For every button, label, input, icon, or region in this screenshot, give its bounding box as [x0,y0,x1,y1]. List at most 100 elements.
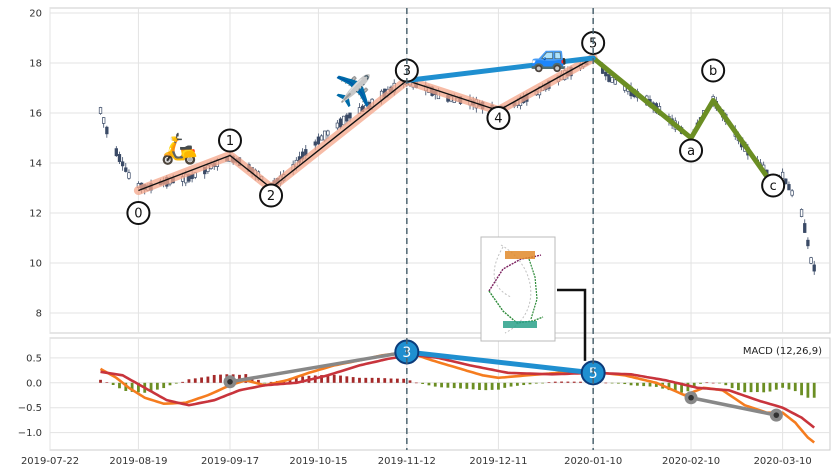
histogram-bar-negative [130,382,134,392]
histogram-bar-negative [781,382,785,388]
histogram-bar-negative [528,382,532,385]
histogram-bar-positive [351,377,355,383]
histogram-bar-negative [137,382,140,393]
wave-label-c: c [770,179,777,194]
histogram-bar-negative [623,382,627,385]
price-y-tick-label: 18 [29,59,42,70]
price-y-tick-label: 20 [29,9,42,20]
wave-label-b: b [709,64,717,79]
histogram-bar-positive [219,374,222,383]
wave-labels: 012345abc [126,31,786,225]
candle-down [787,184,791,191]
inset-wave-mid [528,258,538,320]
histogram-bar-negative [800,382,803,396]
histogram-bar-negative [648,382,652,387]
airplane-icon: ✈️ [334,72,371,109]
histogram-bar-positive [705,382,709,384]
candle-up [335,122,340,129]
candle-down [117,154,122,162]
corrective-wave-line [590,55,776,188]
histogram-bar-negative [743,382,747,393]
divergence-line [228,350,409,384]
candle-down [607,74,611,82]
inset-marker-top [505,251,535,259]
histogram-bar-negative [497,382,500,390]
price-y-tick-label: 8 [36,309,42,320]
macd-y-tick-label: 0.5 [26,353,42,364]
candle-up [799,209,804,217]
x-tick-label: 2019-11-12 [378,456,436,467]
macd-legend-label: MACD (12,26,9) [743,346,822,357]
macd-line [99,350,816,444]
histogram-bar-positive [294,377,298,383]
candle-up [127,172,131,179]
histogram-bar-negative [617,382,620,384]
histogram-bar-negative [452,382,456,389]
wave-label-circle [679,138,704,163]
impulse-wave-line [138,57,594,192]
inset-guide-inner [493,246,512,298]
histogram-bar-negative [515,382,519,386]
histogram-bar-positive [193,378,197,383]
histogram-bar-positive [370,377,374,383]
histogram-bar-negative [718,382,721,384]
wave-label-1: 1 [226,134,234,149]
price-y-tick-label: 12 [29,209,42,220]
histogram-bar-positive [345,376,349,383]
histogram-bar-negative [509,382,513,387]
histogram-bar-negative [118,382,121,389]
histogram-bar-positive [579,381,582,383]
wave-label-circle [126,201,151,225]
pattern-thumbnail-inset [480,236,587,361]
histogram-bar-positive [553,381,557,383]
histogram-bar-negative [433,382,437,387]
candle-down [812,264,816,272]
candle-up [98,107,103,114]
histogram-bar-positive [301,376,305,383]
histogram-bar-positive [332,374,336,383]
histogram-bar-positive [288,378,292,383]
divergence-line [404,349,596,376]
histogram-bar-negative [774,382,778,390]
histogram-bar-positive [206,376,210,383]
histogram-bar-positive [326,374,330,383]
histogram-bar-negative [478,382,481,390]
histogram-bar-negative [421,382,425,384]
candle-up [790,190,794,196]
car-icon: 🚙 [530,39,567,74]
histogram-bar-negative [503,382,507,388]
histogram-bar-negative [692,382,696,388]
histogram-bar-positive [200,377,203,383]
histogram-bar-positive [604,382,608,384]
histogram-bar-negative [471,382,475,390]
wave-label-a: a [687,144,695,159]
histogram-bar-negative [427,382,431,386]
histogram-bar-negative [263,382,267,384]
candle-down [345,114,349,122]
x-tick-label: 2020-02-10 [662,456,720,467]
price-y-tick-label: 10 [29,259,42,270]
histogram-bar-negative [730,382,734,389]
candle-down [114,148,118,157]
candle-down [348,112,352,119]
candle-up [326,130,330,136]
histogram-bar-positive [383,378,387,383]
inset-connector [557,288,587,361]
x-tick-label: 2020-01-10 [564,456,622,467]
candle-up [319,135,324,141]
x-tick-label: 2019-09-17 [201,456,259,467]
candle-up [342,115,346,126]
histogram-bar-positive [711,382,715,384]
histogram-bar-positive [181,381,185,383]
histogram-bar-negative [111,382,115,385]
candle-down [313,141,317,146]
histogram-bar-negative [755,382,759,393]
candle-down [338,118,343,128]
inset-marker-bottom [503,321,537,328]
candle-down [803,223,807,233]
histogram-bar-positive [187,379,191,383]
candle-up [613,79,617,85]
macd-divergence: 35 [223,339,783,422]
x-axis-ticks: 2019-07-22 2019-08-19 2019-09-17 2019-10-15… [21,456,812,467]
